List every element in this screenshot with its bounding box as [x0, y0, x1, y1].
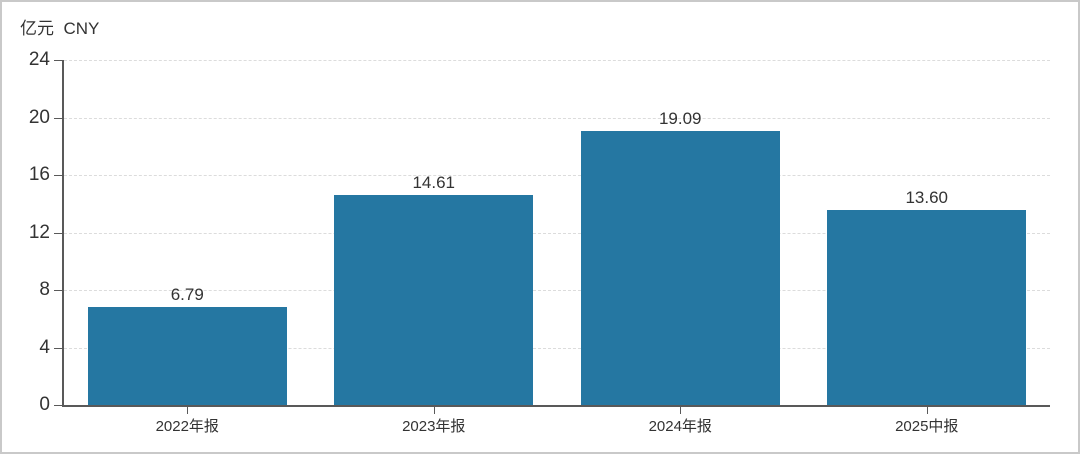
y-tick-mark [54, 60, 62, 61]
y-axis-tick-label: 20 [28, 106, 50, 128]
x-tick-mark [187, 407, 189, 414]
x-axis-category-label: 2024年报 [648, 418, 712, 435]
gridline [64, 347, 1050, 349]
y-tick-mark [54, 233, 62, 234]
bar-2022年报[interactable] [87, 307, 287, 405]
y-axis-tick-label: 4 [39, 336, 50, 358]
bar-2023年报[interactable] [334, 194, 534, 405]
x-axis-category-label: 2023年报 [402, 418, 466, 435]
y-axis-tick-label: 0 [39, 394, 50, 415]
y-tick-mark [54, 348, 62, 349]
x-tick-mark [680, 407, 682, 414]
gridline [64, 117, 1050, 119]
x-axis-category-label: 2022年报 [155, 418, 219, 435]
bar-2024年报[interactable] [580, 130, 780, 405]
y-axis-tick-label: 12 [28, 221, 50, 243]
y-axis-tick-label: 24 [28, 49, 50, 70]
gridline [64, 290, 1050, 291]
bar-value-label: 6.79 [170, 285, 204, 305]
y-axis-tick-label: 16 [28, 164, 50, 185]
plot-area: 6.79 14.61 19.09 13.60 [62, 60, 1050, 407]
y-tick-mark [54, 405, 62, 406]
x-tick-mark [926, 407, 928, 414]
y-axis-tick-label: 8 [39, 279, 50, 300]
chart-unit-label: 亿元 CNY [20, 19, 100, 38]
gridline [64, 175, 1050, 176]
bar-2025中报[interactable] [827, 209, 1027, 405]
x-tick-mark [433, 407, 435, 414]
gridline [64, 232, 1050, 234]
y-tick-mark [54, 118, 62, 119]
y-tick-mark [54, 175, 62, 176]
bar-value-label: 19.09 [658, 108, 702, 128]
gridline [64, 60, 1050, 61]
bar-value-label: 14.61 [412, 172, 456, 192]
bar-value-label: 13.60 [905, 187, 949, 207]
x-axis-category-label: 2025中报 [895, 418, 959, 435]
y-tick-mark [54, 290, 62, 291]
